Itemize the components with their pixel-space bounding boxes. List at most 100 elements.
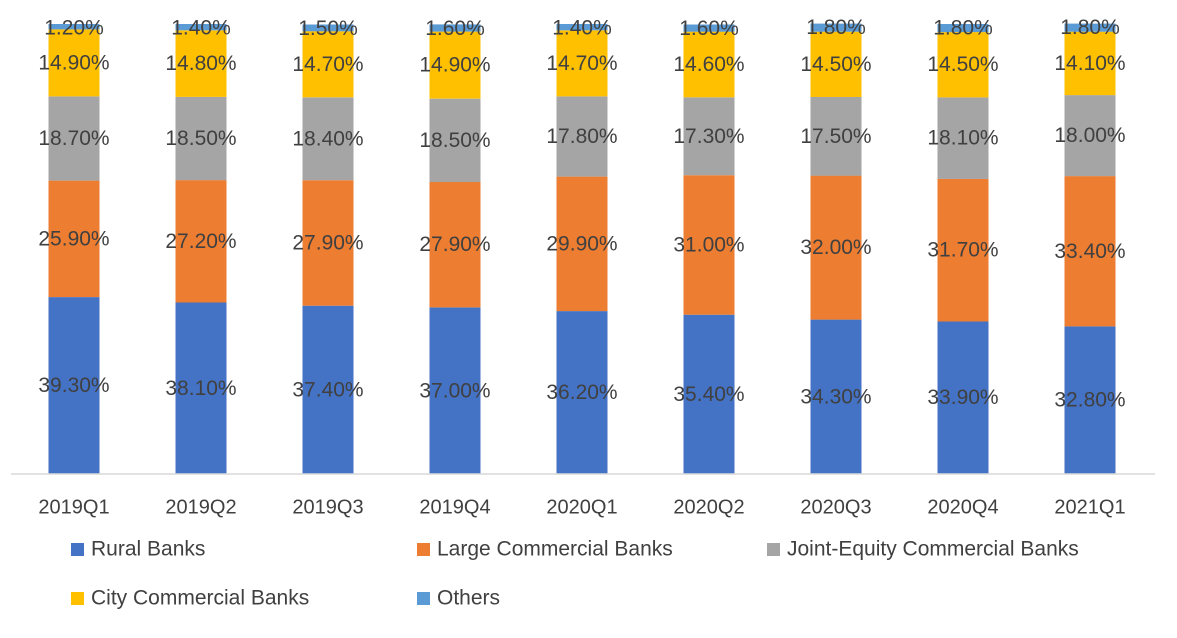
bar-rural-banks-2021q1 [1064, 326, 1116, 474]
bar-city-commercial-banks-2020q4 [937, 32, 989, 98]
bar-others-2019q3 [302, 24, 354, 32]
data-label-joint-equity-commercial-banks-2020q3: 17.50% [800, 125, 871, 148]
data-label-rural-banks-2019q1: 39.30% [38, 374, 109, 397]
bar-joint-equity-commercial-banks-2020q2 [683, 97, 735, 176]
data-label-rural-banks-2019q3: 37.40% [292, 378, 363, 401]
data-label-others-2019q3: 1.50% [298, 17, 358, 40]
data-label-joint-equity-commercial-banks-2019q2: 18.50% [165, 127, 236, 150]
legend-label-large-commercial-banks: Large Commercial Banks [437, 538, 673, 561]
bar-rural-banks-2019q2 [175, 302, 227, 474]
bar-large-commercial-banks-2020q4 [937, 178, 989, 322]
bar-rural-banks-2019q1 [48, 297, 100, 474]
bar-city-commercial-banks-2020q1 [556, 30, 608, 97]
bar-joint-equity-commercial-banks-2019q4 [429, 98, 481, 182]
bar-others-2020q2 [683, 24, 735, 32]
x-tick-label-2019q3: 2019Q3 [292, 496, 363, 518]
data-label-joint-equity-commercial-banks-2020q4: 18.10% [927, 127, 998, 150]
bar-city-commercial-banks-2019q1 [48, 29, 100, 97]
bar-large-commercial-banks-2020q3 [810, 175, 862, 320]
bar-city-commercial-banks-2020q3 [810, 31, 862, 98]
data-label-city-commercial-banks-2020q2: 14.60% [673, 53, 744, 76]
data-label-large-commercial-banks-2019q1: 25.90% [38, 227, 109, 250]
bar-city-commercial-banks-2019q4 [429, 31, 481, 99]
x-tick-label-2019q4: 2019Q4 [419, 496, 490, 518]
x-tick-label-2020q4: 2020Q4 [927, 496, 998, 518]
data-label-rural-banks-2020q2: 35.40% [673, 383, 744, 406]
legend-swatch-rural-banks [71, 543, 84, 556]
bar-large-commercial-banks-2020q2 [683, 175, 735, 315]
bar-large-commercial-banks-2019q3 [302, 180, 354, 306]
data-label-rural-banks-2020q1: 36.20% [546, 381, 617, 404]
data-label-joint-equity-commercial-banks-2020q2: 17.30% [673, 125, 744, 148]
data-label-large-commercial-banks-2019q4: 27.90% [419, 233, 490, 256]
bar-large-commercial-banks-2019q2 [175, 180, 227, 303]
bar-rural-banks-2020q2 [683, 314, 735, 474]
data-label-rural-banks-2020q3: 34.30% [800, 385, 871, 408]
data-label-city-commercial-banks-2019q2: 14.80% [165, 52, 236, 75]
bars-layer [48, 23, 1116, 474]
bar-city-commercial-banks-2020q2 [683, 31, 735, 98]
bar-large-commercial-banks-2021q1 [1064, 176, 1116, 327]
data-label-large-commercial-banks-2019q3: 27.90% [292, 231, 363, 254]
bar-others-2020q1 [556, 24, 608, 31]
data-label-others-2020q3: 1.80% [806, 16, 866, 39]
data-label-large-commercial-banks-2020q1: 29.90% [546, 232, 617, 255]
legend-label-rural-banks: Rural Banks [91, 538, 205, 561]
data-label-joint-equity-commercial-banks-2021q1: 18.00% [1054, 124, 1125, 147]
data-label-city-commercial-banks-2020q1: 14.70% [546, 52, 617, 75]
legend-swatch-joint-equity-commercial-banks [767, 543, 780, 556]
bar-large-commercial-banks-2019q4 [429, 181, 481, 308]
bar-rural-banks-2020q1 [556, 311, 608, 474]
data-label-city-commercial-banks-2020q4: 14.50% [927, 53, 998, 76]
bar-joint-equity-commercial-banks-2019q2 [175, 96, 227, 181]
x-tick-label-2020q3: 2020Q3 [800, 496, 871, 518]
bar-rural-banks-2019q4 [429, 307, 481, 474]
data-label-others-2020q2: 1.60% [679, 17, 739, 40]
bar-large-commercial-banks-2020q1 [556, 176, 608, 312]
bar-rural-banks-2020q4 [937, 321, 989, 474]
bar-others-2020q4 [937, 24, 989, 33]
bar-rural-banks-2020q3 [810, 319, 862, 474]
data-label-large-commercial-banks-2020q3: 32.00% [800, 236, 871, 259]
bar-joint-equity-commercial-banks-2020q1 [556, 96, 608, 177]
data-label-others-2019q4: 1.60% [425, 17, 485, 40]
legend-swatch-city-commercial-banks [71, 592, 84, 605]
legend-swatch-others [417, 592, 430, 605]
bar-others-2019q1 [48, 24, 100, 30]
x-tick-label-2019q2: 2019Q2 [165, 496, 236, 518]
data-label-large-commercial-banks-2020q4: 31.70% [927, 239, 998, 262]
data-label-city-commercial-banks-2019q4: 14.90% [419, 54, 490, 77]
data-label-others-2019q1: 1.20% [44, 17, 104, 40]
legend-label-joint-equity-commercial-banks: Joint-Equity Commercial Banks [787, 538, 1079, 561]
data-label-rural-banks-2021q1: 32.80% [1054, 389, 1125, 412]
bar-city-commercial-banks-2019q3 [302, 31, 354, 98]
bar-joint-equity-commercial-banks-2021q1 [1064, 95, 1116, 177]
data-label-joint-equity-commercial-banks-2019q4: 18.50% [419, 129, 490, 152]
data-label-large-commercial-banks-2021q1: 33.40% [1054, 240, 1125, 263]
data-label-city-commercial-banks-2021q1: 14.10% [1054, 52, 1125, 75]
data-labels-layer: 39.30% 25.90% 18.70% 14.90% 1.20% 38.10% 27.20… [38, 16, 1125, 412]
data-label-others-2020q4: 1.80% [933, 17, 993, 40]
data-label-city-commercial-banks-2019q1: 14.90% [38, 51, 109, 74]
bar-others-2019q4 [429, 24, 481, 32]
legend-swatch-large-commercial-banks [417, 543, 430, 556]
data-label-joint-equity-commercial-banks-2020q1: 17.80% [546, 125, 617, 148]
data-label-rural-banks-2019q4: 37.00% [419, 379, 490, 402]
x-tick-label-2020q1: 2020Q1 [546, 496, 617, 518]
bar-rural-banks-2019q3 [302, 305, 354, 474]
bar-others-2019q2 [175, 24, 227, 31]
bar-others-2020q3 [810, 23, 862, 32]
data-label-joint-equity-commercial-banks-2019q3: 18.40% [292, 127, 363, 150]
data-label-others-2020q1: 1.40% [552, 17, 612, 40]
x-tick-label-2021q1: 2021Q1 [1054, 496, 1125, 518]
bar-city-commercial-banks-2019q2 [175, 30, 227, 97]
legend-label-others: Others [437, 587, 500, 610]
data-label-city-commercial-banks-2019q3: 14.70% [292, 53, 363, 76]
data-label-large-commercial-banks-2020q2: 31.00% [673, 234, 744, 257]
data-label-rural-banks-2020q4: 33.90% [927, 386, 998, 409]
x-tick-labels: 2019Q1 2019Q2 2019Q3 2019Q4 2020Q1 2020Q2 2020… [38, 496, 1125, 518]
data-label-city-commercial-banks-2020q3: 14.50% [800, 53, 871, 76]
data-label-others-2021q1: 1.80% [1060, 16, 1120, 39]
data-label-large-commercial-banks-2019q2: 27.20% [165, 230, 236, 253]
